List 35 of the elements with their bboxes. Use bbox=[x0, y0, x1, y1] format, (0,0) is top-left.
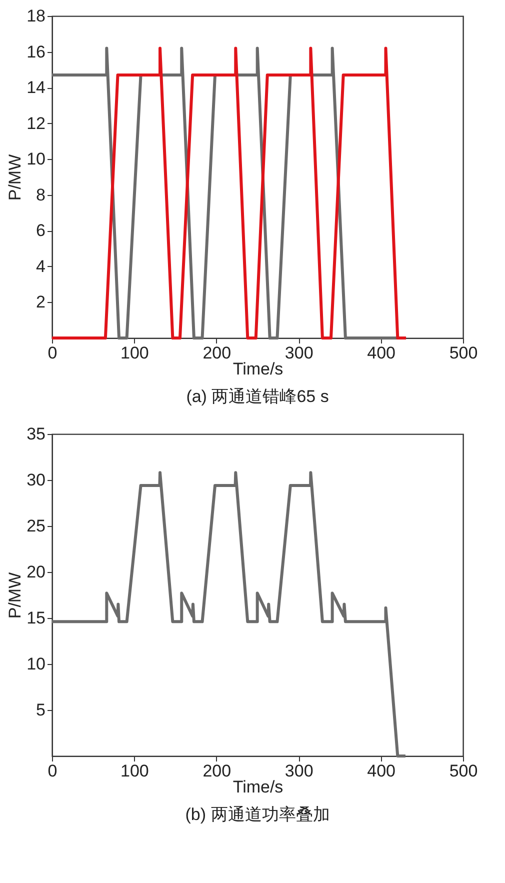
y-tick-label: 16 bbox=[26, 42, 46, 62]
y-tick-label: 35 bbox=[26, 424, 46, 444]
x-tick-label: 200 bbox=[202, 344, 232, 362]
y-tick-label: 18 bbox=[26, 6, 46, 26]
x-tick-label: 0 bbox=[48, 762, 58, 780]
y-tick-label: 10 bbox=[26, 150, 46, 169]
y-tick-label: 5 bbox=[36, 700, 46, 720]
y-tick-label: 4 bbox=[36, 256, 46, 276]
y-tick-label: 15 bbox=[26, 608, 46, 628]
x-tick-label: 300 bbox=[284, 344, 314, 362]
y-tick-label: 14 bbox=[26, 78, 46, 98]
x-axis-title: Time/s bbox=[232, 778, 284, 796]
y-tick-label: 8 bbox=[36, 185, 46, 204]
x-axis-title: Time/s bbox=[232, 360, 284, 378]
text: (b) 两通道功率叠加 bbox=[185, 805, 330, 824]
x-tick-label: 0 bbox=[48, 344, 58, 362]
x-tick-label: 300 bbox=[284, 762, 314, 780]
x-tick-label: 100 bbox=[120, 344, 149, 362]
x-tick-label: 100 bbox=[120, 762, 149, 780]
x-tick-label: 500 bbox=[449, 344, 478, 362]
y-tick-label: 25 bbox=[26, 516, 46, 536]
x-tick-label: 500 bbox=[449, 762, 478, 780]
y-tick-label: 12 bbox=[26, 114, 46, 133]
y-axis-title: P/MW bbox=[6, 572, 25, 619]
x-tick-label: 200 bbox=[202, 762, 232, 780]
y-tick-label: 20 bbox=[26, 562, 46, 582]
y-tick-label: 2 bbox=[36, 292, 46, 312]
y-axis-title: P/MW bbox=[6, 154, 25, 201]
y-tick-label: 6 bbox=[36, 221, 46, 240]
y-tick-label: 10 bbox=[26, 654, 46, 674]
x-tick-label: 400 bbox=[367, 344, 396, 362]
x-tick-label: 400 bbox=[367, 762, 396, 780]
text: (a) 两通道错峰65 s bbox=[186, 387, 329, 406]
line-series bbox=[50, 471, 407, 758]
y-tick-label: 30 bbox=[26, 470, 46, 490]
